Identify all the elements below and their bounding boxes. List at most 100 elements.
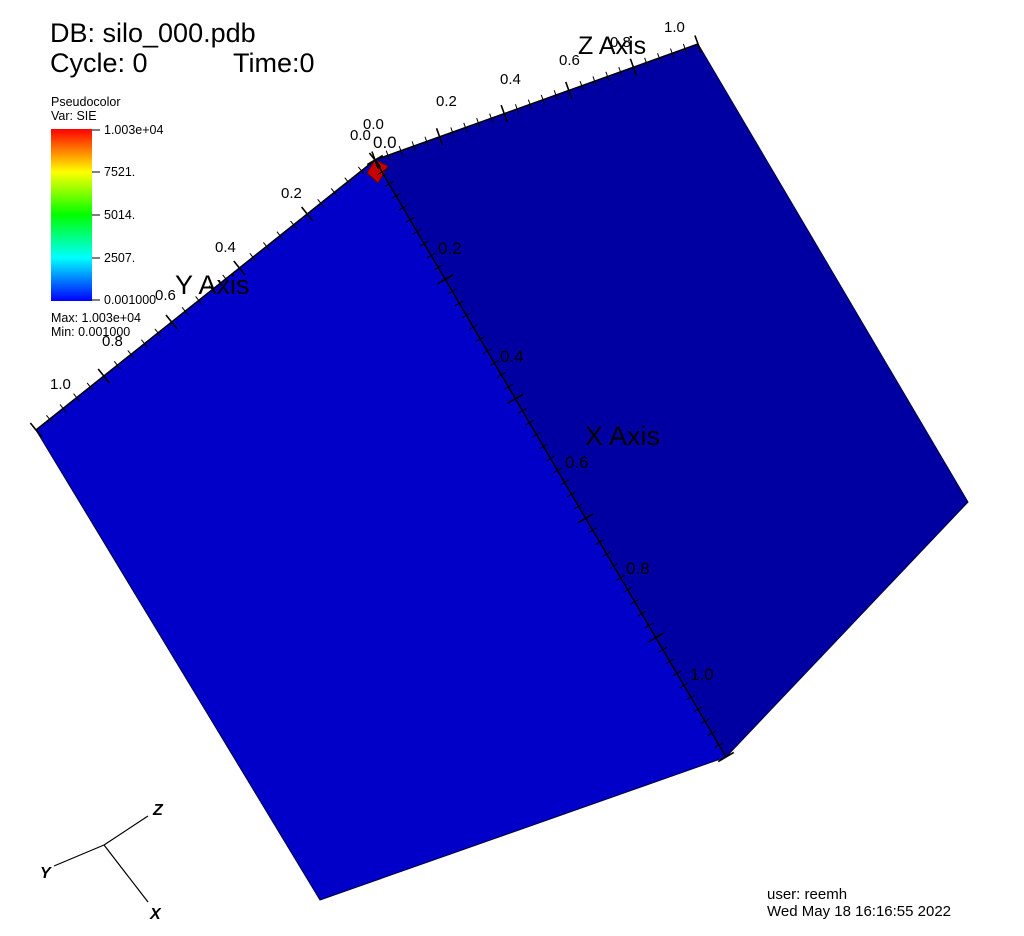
axis-tick-mark [679, 682, 689, 689]
axis-tick-mark [419, 240, 429, 247]
x-tick-label: 0.4 [500, 347, 524, 366]
x-tick-label: 0.0 [373, 133, 397, 152]
axis-tick-mark [524, 419, 535, 426]
axis-tick-mark [73, 393, 81, 402]
axis-tick-mark [377, 168, 387, 175]
axis-tick-mark [468, 324, 478, 331]
triad-y-label: Y [40, 865, 52, 882]
legend-tick: 7521. [104, 165, 136, 179]
axis-tick-mark [411, 141, 416, 151]
axis-tick-mark [391, 192, 401, 199]
legend-variable: Var: SIE [51, 109, 97, 123]
axis-tick-mark [527, 99, 533, 110]
y-tick-label: 0.6 [155, 287, 176, 304]
axis-tick-mark [330, 188, 338, 197]
axis-tick-mark [618, 66, 623, 77]
axis-tick-mark [450, 127, 455, 138]
axis-tick-mark [517, 407, 527, 414]
z-tick-label: 1.0 [664, 19, 685, 36]
axis-ticks [29, 35, 735, 763]
axis-tick-mark [588, 527, 598, 534]
axis-tick-mark [545, 455, 556, 462]
legend-max-value: Max: 1.003e+04 [51, 311, 141, 325]
axis-tick-mark [426, 252, 436, 259]
axis-tick-mark [552, 467, 563, 474]
axis-tick-mark [592, 76, 597, 86]
axis-tick-mark [181, 306, 189, 316]
y-tick-label: 0.2 [281, 185, 302, 202]
axis-tick-mark [461, 312, 471, 319]
axis-tick-mark [263, 242, 271, 251]
user-name: user: reemh [767, 886, 848, 903]
axis-tick-mark [195, 296, 203, 305]
axis-tick-mark [657, 53, 662, 63]
axis-tick-mark [384, 180, 394, 187]
axis-tick-mark [398, 204, 408, 211]
axis-tick-mark [371, 151, 379, 169]
y-axis-title: Y Axis [175, 270, 250, 300]
axis-tick-mark [714, 742, 724, 749]
axis-tick-mark [276, 231, 284, 240]
axis-tick-mark [454, 300, 464, 307]
axis-tick-mark [637, 610, 647, 617]
y-tick-label: 0.8 [102, 333, 123, 350]
axis-tick-mark [686, 694, 696, 701]
axis-tick-mark [566, 491, 577, 498]
legend-tick: 2507. [104, 251, 136, 265]
axis-tick-mark [507, 393, 524, 405]
axis-tick-mark [447, 288, 457, 295]
z-axis-tick-labels: 0.0 0.2 0.4 0.6 0.8 1.0 [363, 19, 685, 133]
legend-min-value: Min: 0.001000 [51, 325, 131, 339]
triad-x-line [103, 844, 149, 903]
axis-tick-mark [290, 220, 298, 230]
axis-tick-mark [577, 512, 594, 524]
axis-tick-mark [540, 94, 546, 105]
axis-tick-mark [644, 622, 654, 629]
axis-tick-mark [357, 166, 365, 176]
x-axis-tick-labels: 0.0 0.2 0.4 0.6 0.8 1.0 [373, 133, 714, 684]
legend-color-bar [51, 129, 92, 301]
axis-tick-mark [579, 80, 584, 91]
axis-tick-mark [672, 670, 682, 677]
axis-tick-mark [475, 336, 485, 343]
z-tick-label: 0.2 [436, 93, 457, 110]
cycle-label: Cycle: 0 [50, 48, 148, 78]
user-info: user: reemh Wed May 18 16:16:55 2022 [767, 886, 951, 920]
axis-tick-mark [222, 274, 230, 284]
axis-tick-mark [59, 404, 67, 413]
orientation-triad: Z Y X [40, 802, 164, 923]
axis-tick-mark [707, 730, 717, 737]
axis-tick-mark [405, 216, 415, 223]
triad-z-line [103, 815, 149, 846]
axis-tick-mark [658, 646, 668, 653]
axis-tick-mark [605, 71, 610, 82]
y-tick-label: 0.0 [350, 127, 371, 144]
axis-tick-mark [385, 150, 391, 161]
database-title: DB: silo_000.pdb [50, 18, 256, 48]
legend-plot-type: Pseudocolor [51, 95, 121, 109]
axis-tick-mark [165, 314, 178, 330]
z-tick-label: 0.6 [559, 52, 580, 69]
time-label: Time:0 [233, 48, 315, 78]
axis-tick-mark [630, 598, 640, 605]
axis-tick-mark [531, 431, 542, 438]
legend-tick-max: 1.003e+04 [104, 123, 164, 137]
z-tick-label: 0.0 [363, 116, 384, 133]
axis-tick-mark [140, 339, 148, 348]
axis-tick-mark [233, 260, 246, 276]
z-tick-label: 0.8 [610, 34, 631, 51]
axis-tick-mark [559, 479, 570, 486]
axis-tick-mark [29, 422, 43, 438]
axis-tick-mark [496, 371, 506, 378]
x-tick-label: 0.2 [438, 239, 462, 258]
x-tick-label: 1.0 [690, 665, 714, 684]
axis-tick-mark [437, 274, 454, 285]
hot-spot-cell [366, 159, 389, 184]
axis-tick-mark [629, 58, 638, 76]
axis-tick-mark [97, 368, 111, 384]
axis-tick-mark [665, 658, 675, 665]
axis-tick-mark [565, 81, 573, 100]
axis-tick-mark [113, 360, 121, 370]
axis-tick-mark [86, 382, 94, 392]
